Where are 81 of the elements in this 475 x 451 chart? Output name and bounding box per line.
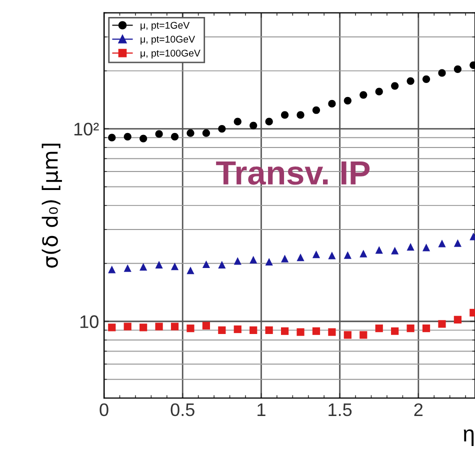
point [202,260,210,268]
point [124,322,132,330]
point [391,246,399,254]
point [344,96,352,104]
point [124,132,132,140]
x-axis-title: η [464,429,474,446]
point [312,250,320,258]
point [280,254,289,262]
point [280,327,289,335]
point [234,325,242,334]
legend-label: μ, pt=1GeV [140,22,190,31]
y-tick-label: 10 [80,315,98,328]
y-axis-title: σ(δ d₀) [μm] [42,144,62,268]
point [360,250,368,258]
point [360,331,368,339]
point [296,254,304,262]
x-tick-label: 0 [100,403,108,416]
point [170,262,179,270]
point [250,326,258,334]
point [155,322,163,330]
point [360,91,368,99]
point [375,88,383,96]
point [218,124,226,133]
y-tick-label: 10² [74,122,99,136]
point [218,326,226,334]
point [234,118,242,126]
point [454,239,462,247]
point [108,134,116,142]
point [202,322,210,330]
x-tick-label: 2 [414,403,423,416]
point [391,82,399,90]
point [328,100,336,108]
point [312,106,320,114]
point [186,266,194,274]
legend-label: μ, pt=100GeV [140,50,200,59]
legend-label: μ, pt=10GeV [140,36,196,45]
point [202,129,210,137]
point [124,264,132,272]
point [328,328,336,336]
x-tick-label: 1.5 [328,404,352,416]
point [406,324,414,332]
point [250,122,258,130]
point [422,244,430,252]
point [265,326,273,334]
point [438,320,446,328]
point [406,77,414,85]
point [375,246,383,254]
point [250,256,258,264]
point [186,129,194,137]
point [344,331,352,339]
point [454,65,462,73]
point [296,328,304,336]
point [170,132,179,140]
point [218,260,226,268]
point [265,118,273,126]
point [344,251,352,259]
point [186,324,194,332]
point [375,324,383,332]
point [454,316,462,324]
point [422,75,430,83]
point [155,260,163,268]
point [391,327,399,335]
x-tick-label: 1 [258,404,266,416]
point [438,240,446,248]
point [265,258,273,266]
point [422,324,430,332]
point [296,111,304,119]
point [312,327,320,335]
point [280,111,289,119]
point [140,134,148,142]
point [170,322,179,330]
point [438,69,446,77]
point [155,130,163,138]
point [140,324,148,332]
point [234,257,242,265]
point [406,242,414,251]
point [328,252,336,260]
point [108,266,116,274]
point [108,324,116,332]
point [140,263,148,271]
x-tick-label: 0.5 [170,403,194,416]
